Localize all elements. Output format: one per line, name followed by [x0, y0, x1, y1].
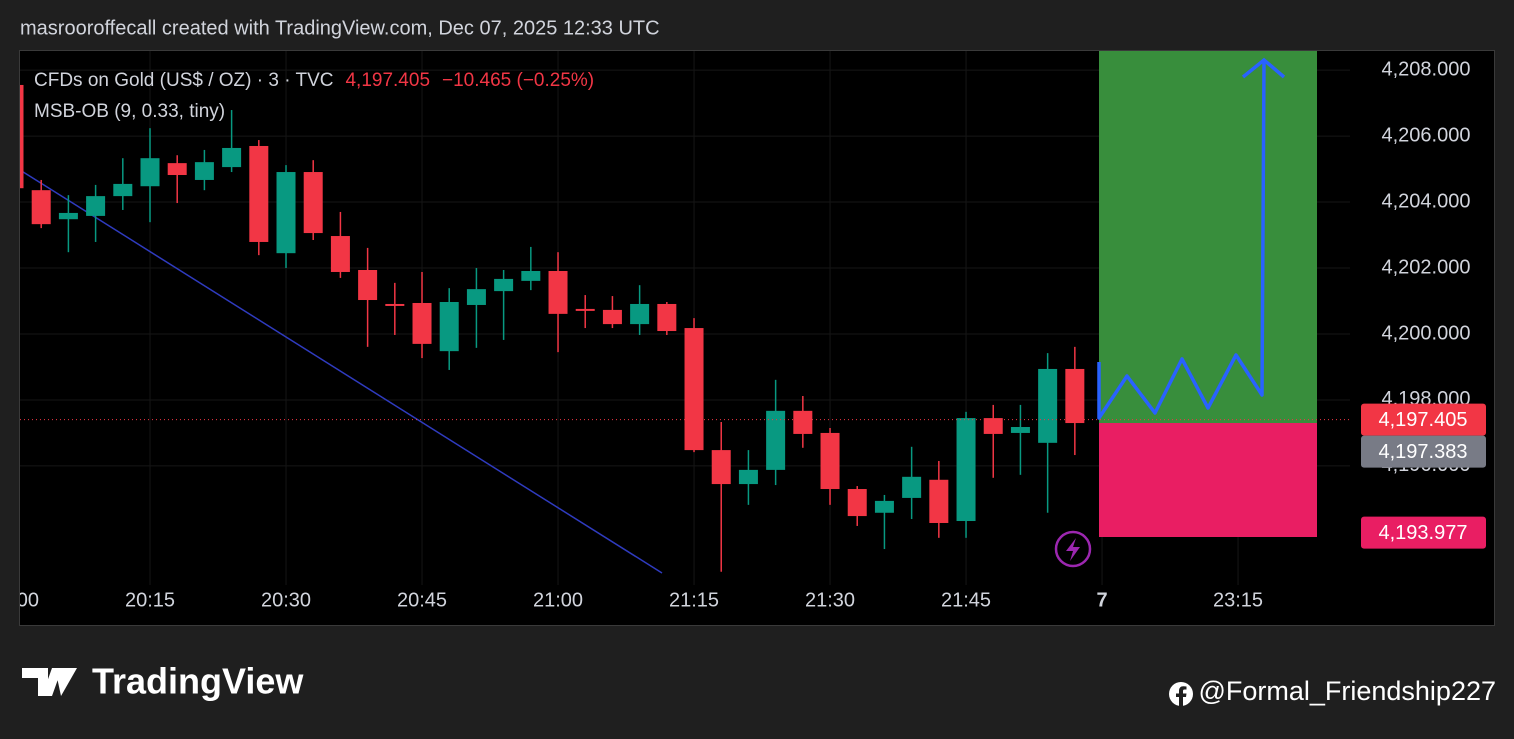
- projection-arrowhead: [1241, 57, 1286, 79]
- candle-body: [820, 432, 840, 490]
- tv-logo-text: TradingView: [92, 661, 304, 702]
- price-tag-label: 4,193.977: [1379, 522, 1468, 544]
- candle-body: [222, 147, 242, 168]
- legend: CFDs on Gold (US$ / OZ) · 3 · TVC 4,197.…: [34, 70, 594, 122]
- loss-zone: [1099, 423, 1317, 537]
- candle-body: [630, 303, 650, 325]
- x-tick-label: 20:15: [125, 589, 175, 611]
- candle-body: [58, 212, 78, 220]
- alert-circle[interactable]: [1054, 530, 1092, 568]
- y-tick-label: 4,206.000: [1382, 124, 1471, 146]
- candle-body: [358, 270, 378, 301]
- candle-body: [929, 479, 949, 523]
- projection-path: [1097, 61, 1266, 420]
- indicator-label: MSB-OB (9, 0.33, tiny): [34, 101, 225, 122]
- candle-body: [140, 158, 160, 187]
- candle-body: [521, 270, 541, 281]
- candle-body: [793, 410, 813, 434]
- x-tick-label: 20:00: [0, 589, 39, 611]
- candle-body: [1010, 427, 1030, 433]
- candle-body: [385, 303, 405, 306]
- price-tag-label: 4,197.383: [1379, 441, 1468, 463]
- candle-body: [766, 410, 786, 470]
- candle-body: [20, 84, 24, 189]
- candle-body: [575, 308, 595, 311]
- y-tick-label: 4,200.000: [1382, 322, 1471, 344]
- y-axis: 4,196.0004,198.0004,200.0004,202.0004,20…: [1361, 58, 1486, 549]
- author-handle: @Formal_Friendship227: [1198, 676, 1496, 706]
- candle-body: [439, 301, 459, 352]
- last-price: 4,197.405: [345, 70, 430, 91]
- y-tick-label: 4,202.000: [1382, 256, 1471, 278]
- facebook-f: [1176, 686, 1187, 707]
- candle-body: [194, 162, 214, 180]
- candle-body: [167, 163, 187, 176]
- candle-body: [303, 172, 323, 234]
- x-tick-label: 20:45: [397, 589, 447, 611]
- candle-body: [276, 172, 296, 254]
- candle-body: [684, 328, 704, 451]
- price-tag-label: 4,197.405: [1379, 409, 1468, 431]
- y-tick-label: 4,208.000: [1382, 58, 1471, 80]
- drawings: [20, 51, 1317, 574]
- tv-logo-mark: [22, 668, 77, 696]
- x-tick-label: 21:30: [805, 589, 855, 611]
- x-tick-label: 23:15: [1213, 589, 1263, 611]
- price-tag: [1361, 516, 1486, 549]
- x-tick-label: 20:30: [261, 589, 311, 611]
- candle-body: [249, 145, 269, 242]
- x-tick-label: 7: [1096, 589, 1107, 611]
- y-tick-label: 4,204.000: [1382, 190, 1471, 212]
- candle-body: [494, 278, 514, 292]
- x-tick-label: 21:15: [669, 589, 719, 611]
- candle-body: [330, 236, 350, 272]
- price-change: −10.465 (−0.25%): [442, 70, 594, 91]
- trend-line: [20, 169, 663, 574]
- candle-body: [711, 450, 731, 485]
- price-tag: [1361, 435, 1486, 468]
- x-tick-label: 21:00: [533, 589, 583, 611]
- candle-body: [113, 183, 133, 197]
- candle-body: [86, 196, 106, 216]
- x-tick-label: 21:45: [941, 589, 991, 611]
- profit-zone: [1099, 51, 1317, 423]
- candle-body: [847, 489, 867, 517]
- candle-body: [412, 302, 432, 344]
- candle-body: [983, 418, 1003, 434]
- candle-body: [956, 418, 976, 522]
- candle-body: [874, 500, 894, 513]
- candle-body: [738, 469, 758, 485]
- candles: [20, 84, 1350, 572]
- candle-body: [466, 289, 486, 305]
- candle-body: [1038, 368, 1058, 443]
- candle-body: [548, 270, 568, 314]
- x-axis: 20:00 20:15 20:30 20:45 21:00 21:15 21:30 21:45…: [0, 589, 1263, 611]
- price-tag: [1361, 403, 1486, 436]
- alert-bolt[interactable]: [1066, 538, 1080, 561]
- candle-body: [31, 190, 51, 225]
- candle-body: [902, 476, 922, 498]
- tv-logo-dot: [52, 669, 62, 679]
- candle-body: [1065, 368, 1085, 424]
- candle-body: [602, 309, 622, 325]
- header-text: masrooroffecall created with TradingView…: [20, 17, 660, 39]
- footer: TradingView @Formal_Friendship227: [22, 661, 1496, 707]
- alert-icon[interactable]: [1054, 530, 1092, 568]
- candle-body: [657, 303, 677, 332]
- symbol-title: CFDs on Gold (US$ / OZ) · 3 · TVC: [34, 70, 333, 91]
